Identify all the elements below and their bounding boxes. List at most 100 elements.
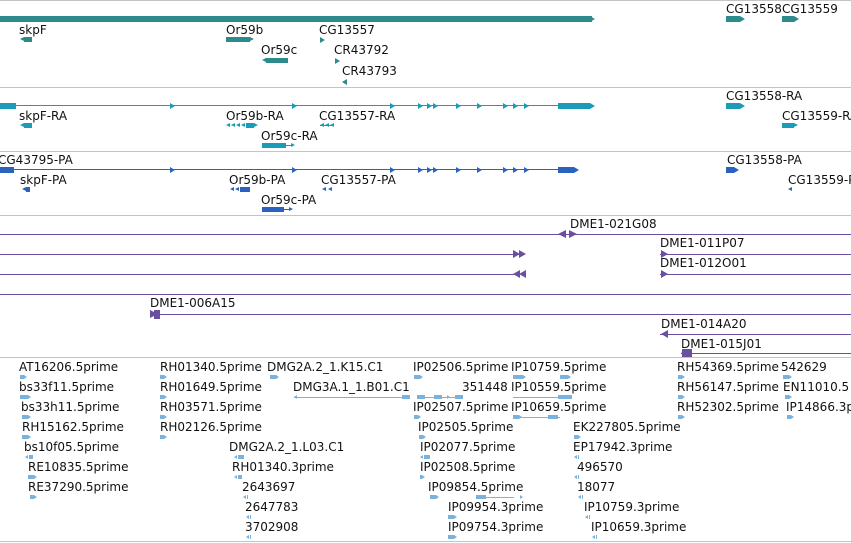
feature-label: 351448	[462, 380, 508, 394]
strand-arrow	[661, 330, 668, 338]
feature-glyph[interactable]	[246, 123, 254, 128]
feature-glyph[interactable]	[589, 515, 590, 519]
strand-arrow	[234, 455, 237, 459]
feature-label: CR43793	[342, 64, 397, 78]
feature-glyph[interactable]	[678, 395, 682, 399]
feature-glyph[interactable]	[414, 415, 418, 419]
feature-label: 3702908	[245, 520, 299, 534]
feature-label: EP17942.3prime	[573, 440, 673, 454]
feature-glyph[interactable]	[24, 123, 32, 128]
feature-glyph[interactable]	[160, 435, 164, 439]
gene-skpF-long[interactable]	[0, 16, 592, 22]
feature-glyph[interactable]	[250, 535, 251, 539]
feature-label: 18077	[577, 480, 616, 494]
feature-glyph[interactable]	[726, 103, 740, 109]
feature-label: DME1-012O01	[660, 256, 747, 270]
feature-glyph[interactable]	[22, 415, 28, 419]
feature-label: CG13557-PA	[321, 173, 396, 187]
feature-glyph[interactable]	[417, 395, 425, 399]
strand-arrow	[20, 37, 24, 41]
strand-arrow	[519, 270, 526, 278]
feature-glyph[interactable]	[28, 475, 34, 479]
feature-label: IP10659.3prime	[591, 520, 687, 534]
feature-glyph[interactable]	[0, 103, 16, 109]
feature-label: IP09854.5prime	[428, 480, 524, 494]
feature-glyph[interactable]	[574, 435, 578, 439]
feature-label: AT16206.5prime	[19, 360, 119, 374]
feature-glyph[interactable]	[420, 475, 422, 479]
feature-glyph[interactable]	[513, 375, 523, 379]
feature-glyph[interactable]	[455, 395, 463, 399]
feature-label: 542629	[781, 360, 827, 374]
strand-arrow	[585, 515, 588, 519]
feature-glyph[interactable]	[448, 515, 454, 519]
feature-glyph[interactable]	[402, 395, 410, 399]
feature-glyph[interactable]	[434, 395, 442, 399]
strand-arrow	[503, 103, 508, 109]
feature-glyph[interactable]	[24, 37, 32, 42]
feature-label: DMG2A.2_1.K15.C1	[267, 360, 384, 374]
feature-glyph[interactable]	[558, 103, 590, 109]
feature-glyph[interactable]	[785, 395, 789, 399]
feature-glyph[interactable]	[782, 16, 794, 22]
feature-glyph[interactable]	[20, 395, 28, 399]
feature-glyph[interactable]	[0, 167, 14, 173]
strand-arrow	[330, 123, 334, 127]
strand-arrow	[433, 167, 438, 173]
strand-arrow	[590, 16, 595, 22]
feature-glyph[interactable]	[247, 495, 248, 499]
strand-arrow	[276, 375, 279, 379]
feature-glyph[interactable]	[160, 375, 164, 379]
feature-glyph[interactable]	[783, 375, 789, 379]
feature-glyph[interactable]	[558, 167, 574, 173]
feature-label: Or59b	[226, 23, 264, 37]
feature-glyph[interactable]	[250, 515, 251, 519]
feature-glyph[interactable]	[596, 535, 597, 539]
feature-glyph[interactable]	[26, 187, 30, 192]
feature-glyph[interactable]	[154, 310, 160, 319]
feature-glyph[interactable]	[29, 455, 33, 459]
strand-arrow	[513, 250, 520, 258]
feature-label: Or59c	[261, 43, 298, 57]
track-separator	[0, 151, 851, 152]
feature-glyph[interactable]	[266, 58, 288, 63]
feature-glyph[interactable]	[558, 395, 572, 399]
feature-glyph[interactable]	[787, 415, 791, 419]
feature-glyph[interactable]	[578, 475, 579, 479]
feature-glyph[interactable]	[238, 475, 242, 479]
feature-glyph[interactable]	[419, 435, 423, 439]
intron-line	[0, 234, 851, 235]
feature-glyph[interactable]	[548, 415, 558, 419]
intron-line	[16, 105, 558, 106]
feature-glyph[interactable]	[726, 16, 740, 22]
feature-glyph[interactable]	[582, 495, 583, 499]
feature-glyph[interactable]	[160, 415, 164, 419]
feature-glyph[interactable]	[414, 375, 420, 379]
feature-glyph[interactable]	[424, 455, 430, 459]
feature-glyph[interactable]	[262, 207, 284, 212]
feature-glyph[interactable]	[270, 375, 276, 379]
feature-glyph[interactable]	[22, 435, 28, 439]
feature-glyph[interactable]	[448, 535, 454, 539]
strand-arrow	[342, 79, 347, 85]
feature-glyph[interactable]	[678, 375, 682, 379]
strand-arrow	[569, 230, 577, 238]
feature-glyph[interactable]	[30, 495, 34, 499]
feature-glyph[interactable]	[262, 143, 286, 148]
feature-glyph[interactable]	[678, 415, 682, 419]
feature-glyph[interactable]	[240, 187, 250, 192]
feature-label: CR43792	[334, 43, 389, 57]
feature-glyph[interactable]	[430, 495, 436, 499]
feature-glyph[interactable]	[160, 395, 164, 399]
feature-glyph[interactable]	[782, 123, 794, 128]
strand-arrow	[578, 435, 581, 439]
feature-glyph[interactable]	[226, 37, 250, 42]
feature-glyph[interactable]	[20, 375, 24, 379]
strand-arrow	[24, 375, 27, 379]
feature-label: DMG2A.2_1.L03.C1	[229, 440, 345, 454]
feature-glyph[interactable]	[578, 455, 579, 459]
feature-glyph[interactable]	[476, 495, 486, 499]
feature-glyph[interactable]	[726, 167, 734, 173]
feature-glyph[interactable]	[238, 455, 244, 459]
